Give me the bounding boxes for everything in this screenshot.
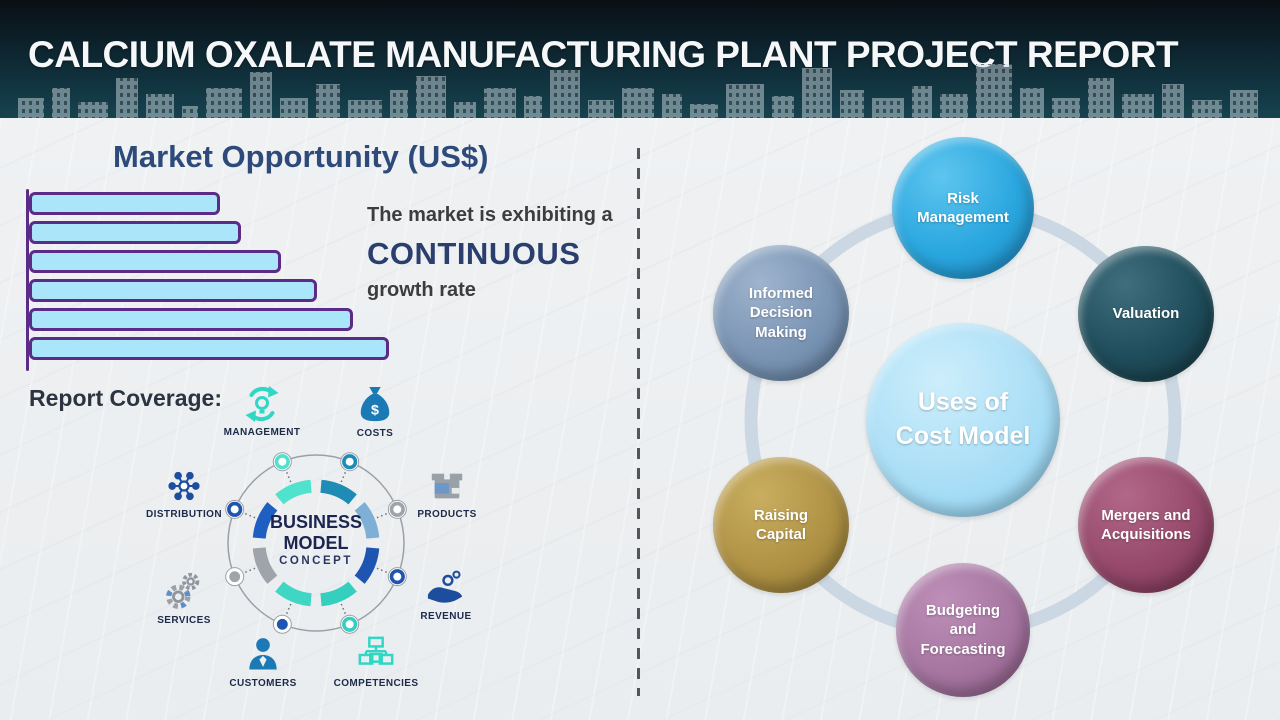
- products-icon: [431, 473, 463, 499]
- content-background: Market Opportunity (US$) The market is e…: [0, 118, 1280, 720]
- business-model-line1: BUSINESS: [269, 512, 363, 532]
- center-label-line1: Uses of: [917, 388, 1009, 417]
- bm-item-label: COSTS: [356, 428, 394, 439]
- node-label: Raising Capital: [753, 506, 809, 544]
- management-icon: [245, 386, 279, 422]
- bm-item-customers: CUSTOMERS: [213, 635, 313, 689]
- bm-item-distribution: DISTRIBUTION: [134, 466, 234, 520]
- bar: [29, 192, 220, 215]
- node-label: Mergers and Acquisitions: [1100, 506, 1191, 544]
- market-opportunity-section: Market Opportunity (US$) The market is e…: [0, 118, 1280, 720]
- bm-item-services: SERVICES: [134, 570, 234, 626]
- bm-item-label: COMPETENCIES: [333, 678, 419, 689]
- revenue-icon: [427, 570, 463, 603]
- node-label: Valuation: [1112, 305, 1180, 323]
- costs-icon: $: [360, 386, 390, 422]
- bm-item-label: PRODUCTS: [417, 509, 477, 520]
- customers-icon: [249, 638, 277, 670]
- bm-item-label: CUSTOMERS: [229, 678, 297, 689]
- business-model-line2: MODEL: [283, 532, 349, 553]
- competencies-icon: [358, 636, 394, 665]
- bar: [29, 308, 353, 331]
- svg-text:$: $: [371, 403, 379, 419]
- bar-chart-axis: [26, 189, 29, 371]
- vertical-dashed-divider: [637, 148, 640, 696]
- bar-chart: [29, 192, 389, 366]
- bm-item-management: MANAGEMENT: [212, 384, 312, 438]
- services-icon: [166, 572, 200, 609]
- bm-item-label: SERVICES: [157, 615, 211, 626]
- caption-line1: The market is exhibiting a: [367, 204, 613, 226]
- bm-item-label: REVENUE: [420, 611, 472, 622]
- business-model-center-text: BUSINESS MODEL CONCEPT: [241, 512, 391, 567]
- market-caption: The market is exhibiting a CONTINUOUS gr…: [367, 204, 637, 302]
- center-label: Uses of Cost Model: [883, 386, 1043, 454]
- node-risk-management: Risk Management: [892, 137, 1034, 279]
- center-label-line2: Cost Model: [895, 422, 1031, 450]
- bm-item-costs: $ COSTS: [325, 385, 425, 439]
- bar: [29, 250, 281, 273]
- node-label: Budgeting and Forecasting: [920, 601, 1006, 658]
- node-valuation: Valuation: [1078, 246, 1214, 382]
- business-model-line3: CONCEPT: [279, 555, 353, 568]
- uses-of-cost-model-section: Risk Management Informed Decision Making…: [640, 118, 1280, 720]
- caption-line3: growth rate: [367, 279, 476, 301]
- node-label: Risk Management: [917, 189, 1009, 227]
- bm-item-label: DISTRIBUTION: [146, 509, 222, 520]
- bm-item-revenue: REVENUE: [396, 568, 496, 622]
- bar: [29, 279, 317, 302]
- market-opportunity-title: Market Opportunity (US$): [113, 139, 489, 174]
- node-raising-capital: Raising Capital: [713, 457, 849, 593]
- report-coverage-label: Report Coverage:: [29, 385, 222, 411]
- center-uses-of-cost-model: Uses of Cost Model: [866, 323, 1060, 517]
- node-mergers-acquisitions: Mergers and Acquisitions: [1078, 457, 1214, 593]
- city-skyline-graphic: [18, 64, 1258, 118]
- business-model-ring-diagram: [225, 452, 407, 634]
- bar: [29, 337, 389, 360]
- bm-item-products: PRODUCTS: [397, 468, 497, 520]
- bm-item-label: MANAGEMENT: [223, 427, 301, 438]
- bar: [29, 221, 242, 244]
- distribution-icon: [168, 471, 200, 501]
- bm-item-competencies: COMPETENCIES: [326, 635, 426, 689]
- header-banner: CALCIUM OXALATE MANUFACTURING PLANT PROJ…: [0, 0, 1280, 118]
- node-informed-decision-making: Informed Decision Making: [713, 245, 849, 381]
- caption-highlight: CONTINUOUS: [367, 236, 581, 271]
- node-budgeting-forecasting: Budgeting and Forecasting: [896, 563, 1030, 697]
- node-label: Informed Decision Making: [748, 284, 814, 341]
